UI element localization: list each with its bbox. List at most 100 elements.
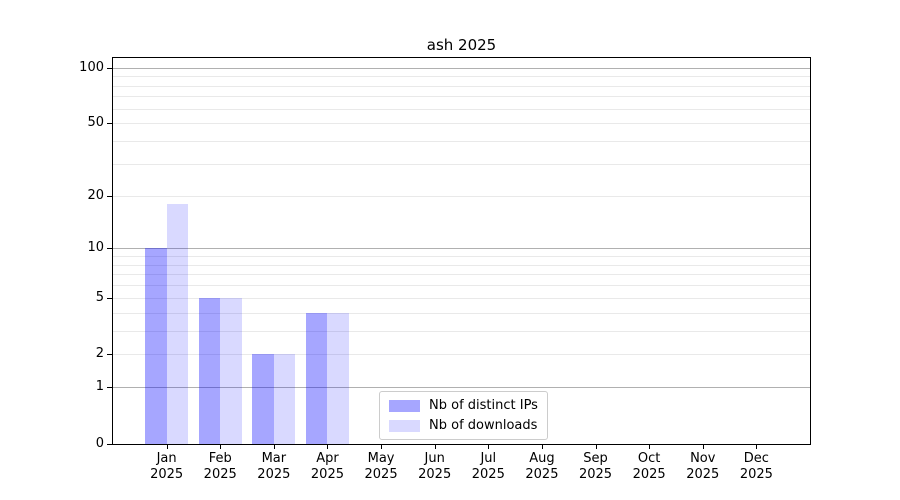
x-tick-label-mar: Mar 2025: [242, 451, 306, 483]
bar-apr-nb-of-downloads: [327, 312, 349, 444]
x-tick-mark-feb: [220, 445, 222, 449]
y-tick-label-50: 50: [87, 115, 104, 131]
bar-jan-nb-of-distinct-ips: [145, 248, 167, 444]
bar-jan-nb-of-downloads: [166, 203, 189, 444]
major-gridline-10: [113, 248, 810, 250]
major-gridline-100: [113, 67, 810, 69]
minor-gridline-80: [113, 85, 810, 87]
x-tick-label-oct: Oct 2025: [617, 451, 681, 483]
x-tick-month: Nov: [690, 451, 716, 466]
minor-gridline-7: [113, 274, 810, 276]
y-tick-mark-1: [107, 387, 112, 389]
y-tick-mark-2: [107, 354, 112, 356]
bar-apr-nb-of-distinct-ips: [305, 312, 328, 444]
x-tick-mark-dec: [756, 445, 758, 449]
x-tick-year: 2025: [739, 467, 773, 482]
legend-label-distinct-ips: Nb of distinct IPs: [429, 398, 538, 413]
y-tick-label-2: 2: [95, 346, 104, 362]
bar-feb-nb-of-distinct-ips: [198, 297, 221, 444]
x-tick-mark-jul: [488, 445, 490, 449]
y-tick-mark-10: [107, 248, 112, 250]
x-tick-month: Sep: [583, 451, 608, 466]
x-tick-year: 2025: [203, 467, 237, 482]
x-tick-year: 2025: [418, 467, 452, 482]
x-tick-month: Jul: [480, 451, 497, 466]
legend-entry-downloads: Nb of downloads: [389, 417, 538, 434]
x-tick-mark-sep: [595, 445, 597, 449]
x-tick-year: 2025: [150, 467, 184, 482]
minor-gridline-20: [113, 195, 810, 197]
x-tick-label-sep: Sep 2025: [564, 451, 628, 483]
minor-gridline-90: [113, 76, 810, 78]
x-tick-label-feb: Feb 2025: [188, 451, 252, 483]
y-tick-label-0: 0: [95, 436, 104, 451]
x-tick-month: Jan: [156, 451, 177, 466]
plot-area: Nb of distinct IPs Nb of downloads: [112, 57, 811, 445]
minor-gridline-40: [113, 141, 810, 143]
x-tick-month: Oct: [637, 451, 661, 466]
x-tick-label-jul: Jul 2025: [456, 451, 520, 483]
minor-gridline-9: [113, 256, 810, 258]
y-tick-label-20: 20: [87, 187, 104, 203]
minor-gridline-60: [113, 108, 810, 110]
x-tick-month: Mar: [261, 451, 287, 466]
x-tick-year: 2025: [632, 467, 666, 482]
minor-gridline-30: [113, 163, 810, 165]
minor-gridline-3: [113, 330, 810, 332]
y-tick-label-100: 100: [79, 59, 104, 75]
x-tick-month: Apr: [316, 451, 339, 466]
x-tick-mark-jun: [434, 445, 436, 449]
x-tick-month: Feb: [208, 451, 232, 466]
chart-title: ash 2025: [426, 36, 497, 54]
y-tick-label-5: 5: [95, 289, 104, 305]
x-tick-month: May: [367, 451, 395, 466]
y-tick-mark-0: [107, 444, 112, 445]
bar-mar-nb-of-downloads: [273, 354, 296, 444]
x-tick-mark-nov: [702, 445, 704, 449]
x-tick-label-aug: Aug 2025: [510, 451, 574, 483]
minor-gridline-5: [113, 297, 810, 299]
x-tick-year: 2025: [525, 467, 559, 482]
legend: Nb of distinct IPs Nb of downloads: [379, 391, 548, 440]
legend-entry-distinct-ips: Nb of distinct IPs: [389, 397, 538, 414]
x-tick-year: 2025: [578, 467, 613, 482]
x-tick-year: 2025: [364, 467, 398, 482]
legend-swatch-distinct-ips: [389, 399, 420, 412]
x-tick-label-nov: Nov 2025: [671, 451, 735, 483]
x-tick-label-may: May 2025: [349, 451, 413, 483]
bar-feb-nb-of-downloads: [220, 297, 242, 444]
x-tick-month: Jun: [424, 451, 445, 466]
minor-gridline-8: [113, 264, 810, 266]
x-tick-year: 2025: [471, 467, 505, 482]
x-tick-label-apr: Apr 2025: [295, 451, 359, 483]
x-tick-label-jan: Jan 2025: [135, 451, 199, 483]
x-tick-year: 2025: [257, 467, 291, 482]
legend-swatch-downloads: [389, 419, 420, 432]
minor-gridline-4: [113, 312, 810, 314]
y-tick-label-10: 10: [87, 240, 104, 256]
minor-gridline-50: [113, 123, 810, 125]
x-tick-month: Aug: [529, 451, 555, 466]
minor-gridline-2: [113, 354, 810, 356]
y-tick-label-1: 1: [95, 379, 104, 395]
x-tick-year: 2025: [310, 467, 344, 482]
y-tick-mark-100: [107, 67, 112, 69]
x-tick-mark-may: [381, 445, 383, 449]
x-tick-label-jun: Jun 2025: [403, 451, 467, 483]
legend-label-downloads: Nb of downloads: [429, 418, 538, 433]
x-tick-mark-jan: [166, 445, 168, 449]
major-gridline-1: [113, 387, 810, 389]
x-tick-mark-apr: [327, 445, 329, 449]
bar-mar-nb-of-distinct-ips: [252, 354, 274, 444]
x-tick-mark-aug: [541, 445, 543, 449]
x-tick-month: Dec: [743, 451, 769, 466]
y-tick-mark-20: [107, 195, 112, 197]
y-tick-mark-50: [107, 123, 112, 125]
x-tick-label-dec: Dec 2025: [724, 451, 788, 483]
x-tick-mark-mar: [273, 445, 275, 449]
y-tick-mark-5: [107, 297, 112, 299]
minor-gridline-6: [113, 285, 810, 287]
minor-gridline-70: [113, 96, 810, 98]
x-tick-year: 2025: [686, 467, 720, 482]
